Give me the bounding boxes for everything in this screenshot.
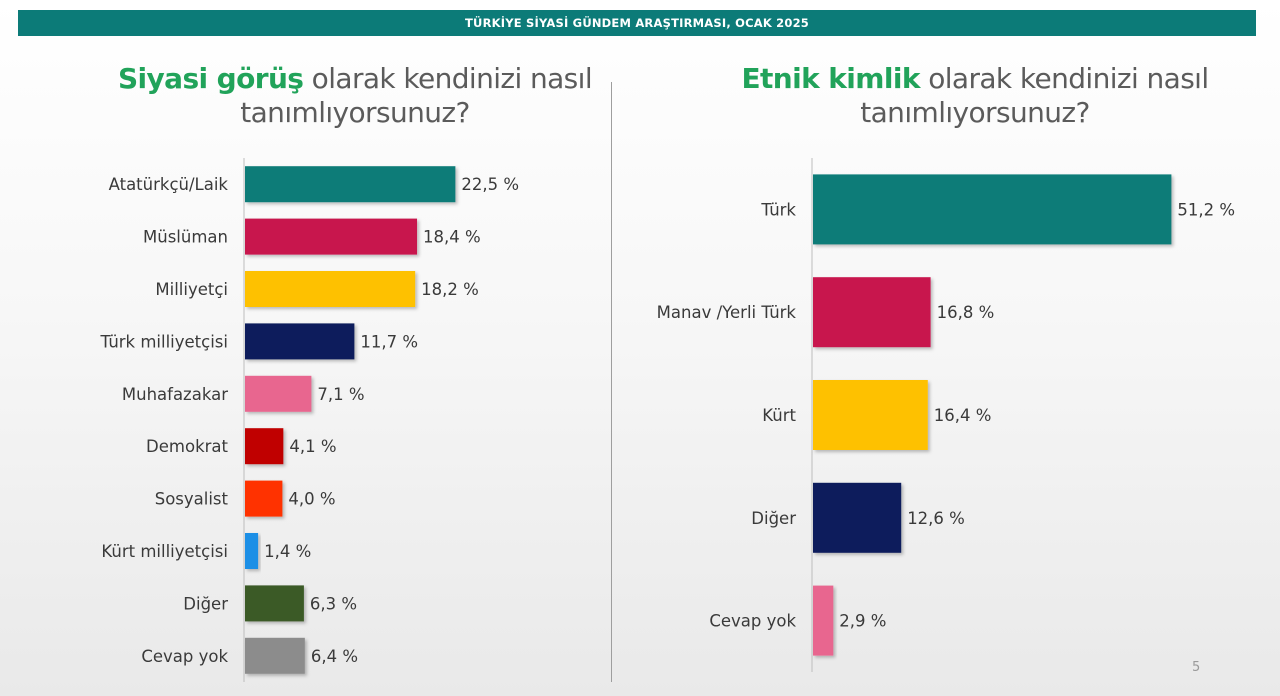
left-bar	[245, 585, 304, 622]
left-value-label: 22,5 %	[461, 175, 519, 194]
left-category-label: Müslüman	[143, 228, 228, 247]
right-bar	[813, 585, 834, 656]
report-title: TÜRKİYE SİYASİ GÜNDEM ARAŞTIRMASI, OCAK …	[465, 16, 809, 30]
right-bar	[813, 277, 931, 348]
left-category-label: Sosyalist	[155, 490, 229, 509]
right-question-rest: olarak kendinizi nasıl	[919, 62, 1209, 95]
left-category-label: Demokrat	[146, 437, 228, 456]
left-question-line2: tanımlıyorsunuz?	[240, 96, 470, 129]
right-bar	[813, 174, 1172, 245]
left-value-label: 4,0 %	[288, 490, 335, 509]
left-question-rest: olarak kendinizi nasıl	[303, 62, 593, 95]
right-value-label: 16,8 %	[937, 303, 995, 322]
left-bar	[245, 218, 418, 255]
right-category-label: Cevap yok	[709, 612, 796, 631]
left-value-label: 6,3 %	[310, 594, 357, 613]
report-header-bar: TÜRKİYE SİYASİ GÜNDEM ARAŞTIRMASI, OCAK …	[18, 10, 1256, 36]
left-category-label: Kürt milliyetçisi	[101, 542, 228, 561]
left-value-label: 4,1 %	[289, 437, 336, 456]
left-category-label: Cevap yok	[141, 647, 228, 666]
right-question-line2: tanımlıyorsunuz?	[860, 96, 1090, 129]
left-bar	[245, 323, 355, 360]
left-question-highlight: Siyasi görüş	[117, 62, 304, 95]
left-value-label: 18,2 %	[421, 280, 479, 299]
left-category-label: Muhafazakar	[122, 385, 228, 404]
left-bar	[245, 166, 456, 203]
left-bar	[245, 533, 259, 569]
left-bar	[245, 428, 284, 465]
right-value-label: 51,2 %	[1177, 200, 1235, 219]
left-category-label: Türk milliyetçisi	[100, 332, 229, 351]
left-category-label: Milliyetçi	[155, 280, 228, 299]
left-question-title: Siyasi görüş olarak kendinizi nasıl tanı…	[105, 62, 605, 130]
right-category-label: Türk	[760, 200, 796, 219]
right-question-highlight: Etnik kimlik	[741, 62, 920, 95]
right-value-label: 2,9 %	[839, 612, 886, 631]
left-value-label: 1,4 %	[264, 542, 311, 561]
left-value-label: 18,4 %	[423, 228, 481, 247]
left-value-label: 6,4 %	[311, 647, 358, 666]
left-bar	[245, 271, 416, 307]
left-category-label: Diğer	[183, 594, 228, 613]
left-bar	[245, 375, 312, 412]
right-category-label: Kürt	[762, 406, 796, 425]
panel-divider	[611, 82, 612, 682]
right-category-label: Manav /Yerli Türk	[657, 303, 797, 322]
left-bar	[245, 480, 283, 517]
left-value-label: 11,7 %	[360, 332, 418, 351]
right-bar	[813, 482, 902, 553]
right-question-title: Etnik kimlik olarak kendinizi nasıl tanı…	[700, 62, 1250, 130]
left-category-label: Atatürkçü/Laik	[109, 175, 229, 194]
right-category-label: Diğer	[751, 509, 796, 528]
right-value-label: 16,4 %	[934, 406, 992, 425]
left-value-label: 7,1 %	[317, 385, 364, 404]
left-bar	[245, 637, 305, 674]
right-bar	[813, 380, 928, 450]
right-value-label: 12,6 %	[907, 509, 965, 528]
page-number: 5	[1192, 660, 1201, 675]
